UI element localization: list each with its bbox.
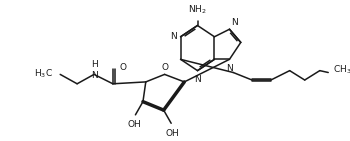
Text: NH$_2$: NH$_2$ [188,4,207,16]
Text: H$_3$C: H$_3$C [34,67,52,80]
Text: N: N [226,64,233,73]
Text: N: N [194,75,201,84]
Text: O: O [161,63,168,72]
Text: N: N [91,71,97,80]
Text: OH: OH [165,129,179,138]
Text: CH$_3$: CH$_3$ [333,63,350,76]
Text: N: N [231,18,238,27]
Text: OH: OH [128,120,141,129]
Text: N: N [170,32,177,41]
Text: H: H [91,60,97,69]
Text: O: O [119,63,126,72]
